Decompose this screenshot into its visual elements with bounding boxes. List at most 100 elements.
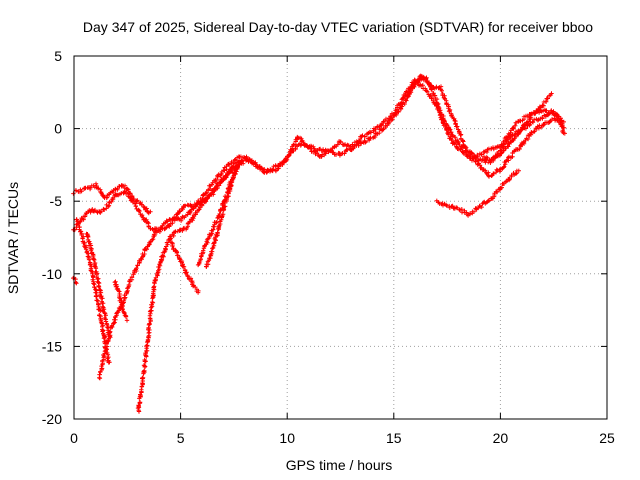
data-point-marks — [106, 358, 112, 365]
data-point-marks — [107, 313, 119, 335]
data-point-marks — [102, 329, 113, 359]
plot-frame — [73, 55, 608, 420]
data-point-marks — [446, 107, 460, 129]
data-point-marks — [184, 270, 195, 287]
data-point-marks — [273, 155, 289, 169]
data-point-marks — [92, 263, 106, 313]
data-point-marks — [120, 183, 135, 199]
x-tick-label: 5 — [177, 430, 185, 446]
data-point-marks — [472, 151, 484, 161]
data-point-marks — [93, 181, 107, 200]
data-point-marks — [195, 248, 206, 268]
x-axis-label: GPS time / hours — [286, 457, 393, 473]
data-point-marks — [216, 200, 228, 230]
data-point-marks — [540, 108, 554, 120]
x-tick-label: 25 — [599, 430, 615, 446]
data-point-marks — [204, 249, 215, 269]
data-point-marks — [213, 169, 225, 184]
series-10 — [204, 164, 241, 269]
data-point-marks — [255, 164, 267, 175]
data-point-marks — [412, 76, 427, 84]
data-point-marks — [191, 202, 205, 221]
y-tick-label: 0 — [54, 121, 62, 137]
data-point-marks — [541, 116, 555, 128]
data-point-marks — [174, 204, 186, 217]
data-point-marks — [84, 231, 98, 268]
data-point-marks — [477, 198, 491, 210]
data-point-marks — [139, 212, 153, 231]
data-point-marks — [429, 84, 442, 91]
data-point-marks — [201, 232, 212, 251]
data-point-marks — [438, 84, 451, 111]
data-point-marks — [210, 177, 226, 193]
data-point-marks — [456, 127, 469, 151]
data-point-marks — [182, 202, 194, 209]
data-point-marks — [121, 309, 130, 323]
data-point-marks — [117, 289, 125, 312]
data-point-marks — [486, 186, 503, 203]
data-point-marks — [370, 126, 385, 141]
data-point-marks — [371, 122, 384, 134]
data-point-marks — [144, 232, 157, 252]
x-tick-label: 15 — [386, 430, 402, 446]
x-tick-label: 20 — [493, 430, 509, 446]
x-tick-label: 10 — [279, 430, 295, 446]
data-point-marks — [465, 205, 481, 218]
data-point-marks — [195, 191, 208, 206]
axis-ticks: 0 5 10 15 20 25 -20 -15 -10 -5 0 5 — [42, 48, 615, 446]
y-tick-label: 5 — [54, 48, 62, 64]
series-12 — [434, 168, 521, 218]
data-point-marks — [506, 120, 519, 137]
series-8 — [167, 234, 201, 295]
data-point-marks — [122, 188, 136, 205]
data-point-marks — [222, 183, 234, 204]
series-5 — [97, 77, 566, 381]
series-7 — [135, 159, 246, 414]
data-point-marks — [74, 217, 84, 238]
data-point-marks — [380, 111, 395, 126]
data-point-marks — [229, 164, 241, 185]
data-point-marks — [167, 234, 176, 252]
data-point-marks — [130, 199, 145, 219]
series-3 — [74, 217, 112, 365]
data-point-marks — [295, 134, 310, 149]
data-point-marks — [97, 202, 109, 215]
data-point-marks — [434, 198, 449, 208]
data-point-marks — [523, 119, 536, 131]
data-point-marks — [135, 382, 145, 414]
data-point-marks — [455, 205, 470, 217]
data-point-marks — [80, 234, 91, 261]
data-point-marks — [120, 282, 132, 306]
data-point-marks — [135, 246, 148, 268]
data-point-marks — [498, 136, 511, 154]
data-point-marks — [86, 255, 97, 290]
data-point-marks — [181, 215, 195, 232]
y-tick-label: -10 — [42, 266, 62, 282]
data-point-marks — [199, 188, 214, 208]
data-point-marks — [489, 144, 502, 152]
data-point-marks — [447, 134, 459, 150]
data-point-marks — [558, 116, 567, 136]
data-point-marks — [203, 178, 217, 196]
data-point-marks — [328, 139, 342, 153]
data-point-marks — [508, 143, 523, 160]
data-point-marks — [476, 161, 491, 178]
data-point-marks — [190, 283, 201, 295]
data-point-marks — [549, 109, 561, 119]
series-6 — [112, 279, 130, 323]
data-point-marks — [112, 279, 121, 293]
data-point-marks — [187, 202, 199, 216]
data-point-marks — [71, 275, 79, 286]
y-tick-label: -15 — [42, 338, 62, 354]
data-point-marks — [540, 91, 554, 108]
data-point-marks — [84, 207, 95, 216]
data-point-marks — [529, 123, 545, 135]
data-point-marks — [171, 246, 182, 262]
data-point-marks — [140, 348, 149, 386]
data-point-marks — [519, 130, 534, 147]
data-point-marks — [404, 80, 417, 99]
data-point-marks — [498, 176, 512, 191]
data-point-marks — [93, 287, 104, 326]
data-point-marks — [127, 263, 140, 284]
